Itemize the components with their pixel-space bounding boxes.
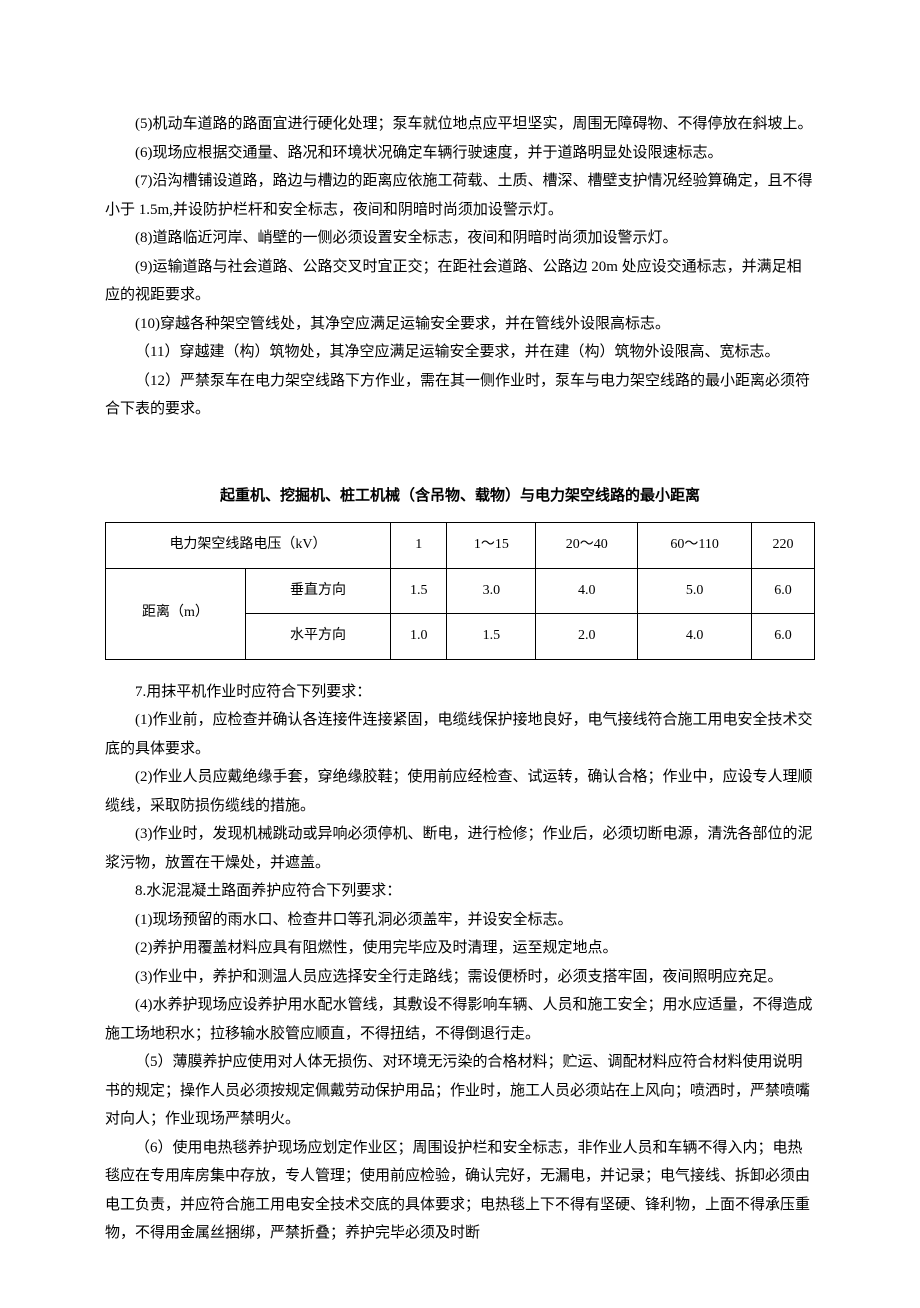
paragraph-7-1: (1)作业前，应检查并确认各连接件连接紧固，电缆线保护接地良好，电气接线符合施工… — [105, 706, 815, 763]
paragraph-7-2: (2)作业人员应戴绝缘手套，穿绝缘胶鞋；使用前应经检查、试运转，确认合格；作业中… — [105, 763, 815, 820]
paragraph-8-2: (2)养护用覆盖材料应具有阻燃性，使用完毕应及时清理，运至规定地点。 — [105, 934, 815, 963]
vertical-val-3: 5.0 — [638, 568, 752, 614]
header-voltage: 电力架空线路电压（kV） — [106, 523, 391, 569]
vertical-val-2: 4.0 — [536, 568, 638, 614]
paragraph-6: (6)现场应根据交通量、路况和环境状况确定车辆行驶速度，并于道路明显处设限速标志… — [105, 139, 815, 168]
horizontal-val-4: 6.0 — [752, 614, 815, 660]
paragraph-10: (10)穿越各种架空管线处，其净空应满足运输安全要求，并在管线外设限高标志。 — [105, 310, 815, 339]
horizontal-val-2: 2.0 — [536, 614, 638, 660]
vertical-val-0: 1.5 — [391, 568, 447, 614]
sub-horizontal: 水平方向 — [246, 614, 391, 660]
header-distance: 距离（m） — [106, 568, 246, 659]
horizontal-val-0: 1.0 — [391, 614, 447, 660]
paragraph-8-6: （6）使用电热毯养护现场应划定作业区；周围设护栏和安全标志，非作业人员和车辆不得… — [105, 1134, 815, 1248]
paragraph-5: (5)机动车道路的路面宜进行硬化处理；泵车就位地点应平坦坚实，周围无障碍物、不得… — [105, 110, 815, 139]
voltage-col-3: 60～110 — [638, 523, 752, 569]
voltage-col-0: 1 — [391, 523, 447, 569]
paragraph-9: (9)运输道路与社会道路、公路交叉时宜正交；在距社会道路、公路边 20m 处应设… — [105, 253, 815, 310]
paragraph-8-5: （5）薄膜养护应使用对人体无损伤、对环境无污染的合格材料；贮运、调配材料应符合材… — [105, 1048, 815, 1134]
voltage-col-4: 220 — [752, 523, 815, 569]
paragraph-8-4: (4)水养护现场应设养护用水配水管线，其敷设不得影响车辆、人员和施工安全；用水应… — [105, 991, 815, 1048]
paragraph-8-3: (3)作业中，养护和测温人员应选择安全行走路线；需设便桥时，必须支搭牢固，夜间照… — [105, 963, 815, 992]
vertical-val-4: 6.0 — [752, 568, 815, 614]
section-8-heading: 8.水泥混凝土路面养护应符合下列要求： — [105, 877, 815, 906]
table-row-vertical: 距离（m） 垂直方向 1.5 3.0 4.0 5.0 6.0 — [106, 568, 815, 614]
paragraph-7-3: (3)作业时，发现机械跳动或异响必须停机、断电，进行检修；作业后，必须切断电源，… — [105, 820, 815, 877]
paragraph-8-1: (1)现场预留的雨水口、检查井口等孔洞必须盖牢，并设安全标志。 — [105, 906, 815, 935]
paragraph-12: （12）严禁泵车在电力架空线路下方作业，需在其一侧作业时，泵车与电力架空线路的最… — [105, 367, 815, 424]
vertical-val-1: 3.0 — [447, 568, 536, 614]
horizontal-val-1: 1.5 — [447, 614, 536, 660]
voltage-col-2: 20～40 — [536, 523, 638, 569]
paragraph-8: (8)道路临近河岸、峭壁的一侧必须设置安全标志，夜间和阴暗时尚须加设警示灯。 — [105, 224, 815, 253]
paragraph-11: （11）穿越建（构）筑物处，其净空应满足运输安全要求，并在建（构）筑物外设限高、… — [105, 338, 815, 367]
paragraph-7: (7)沿沟槽铺设道路，路边与槽边的距离应依施工荷载、土质、槽深、槽壁支护情况经验… — [105, 167, 815, 224]
table-title: 起重机、挖掘机、桩工机械（含吊物、载物）与电力架空线路的最小距离 — [105, 482, 815, 511]
distance-table: 电力架空线路电压（kV） 1 1～15 20～40 60～110 220 距离（… — [105, 522, 815, 660]
horizontal-val-3: 4.0 — [638, 614, 752, 660]
voltage-col-1: 1～15 — [447, 523, 536, 569]
section-7-heading: 7.用抹平机作业时应符合下列要求： — [105, 678, 815, 707]
table-row-header: 电力架空线路电压（kV） 1 1～15 20～40 60～110 220 — [106, 523, 815, 569]
sub-vertical: 垂直方向 — [246, 568, 391, 614]
